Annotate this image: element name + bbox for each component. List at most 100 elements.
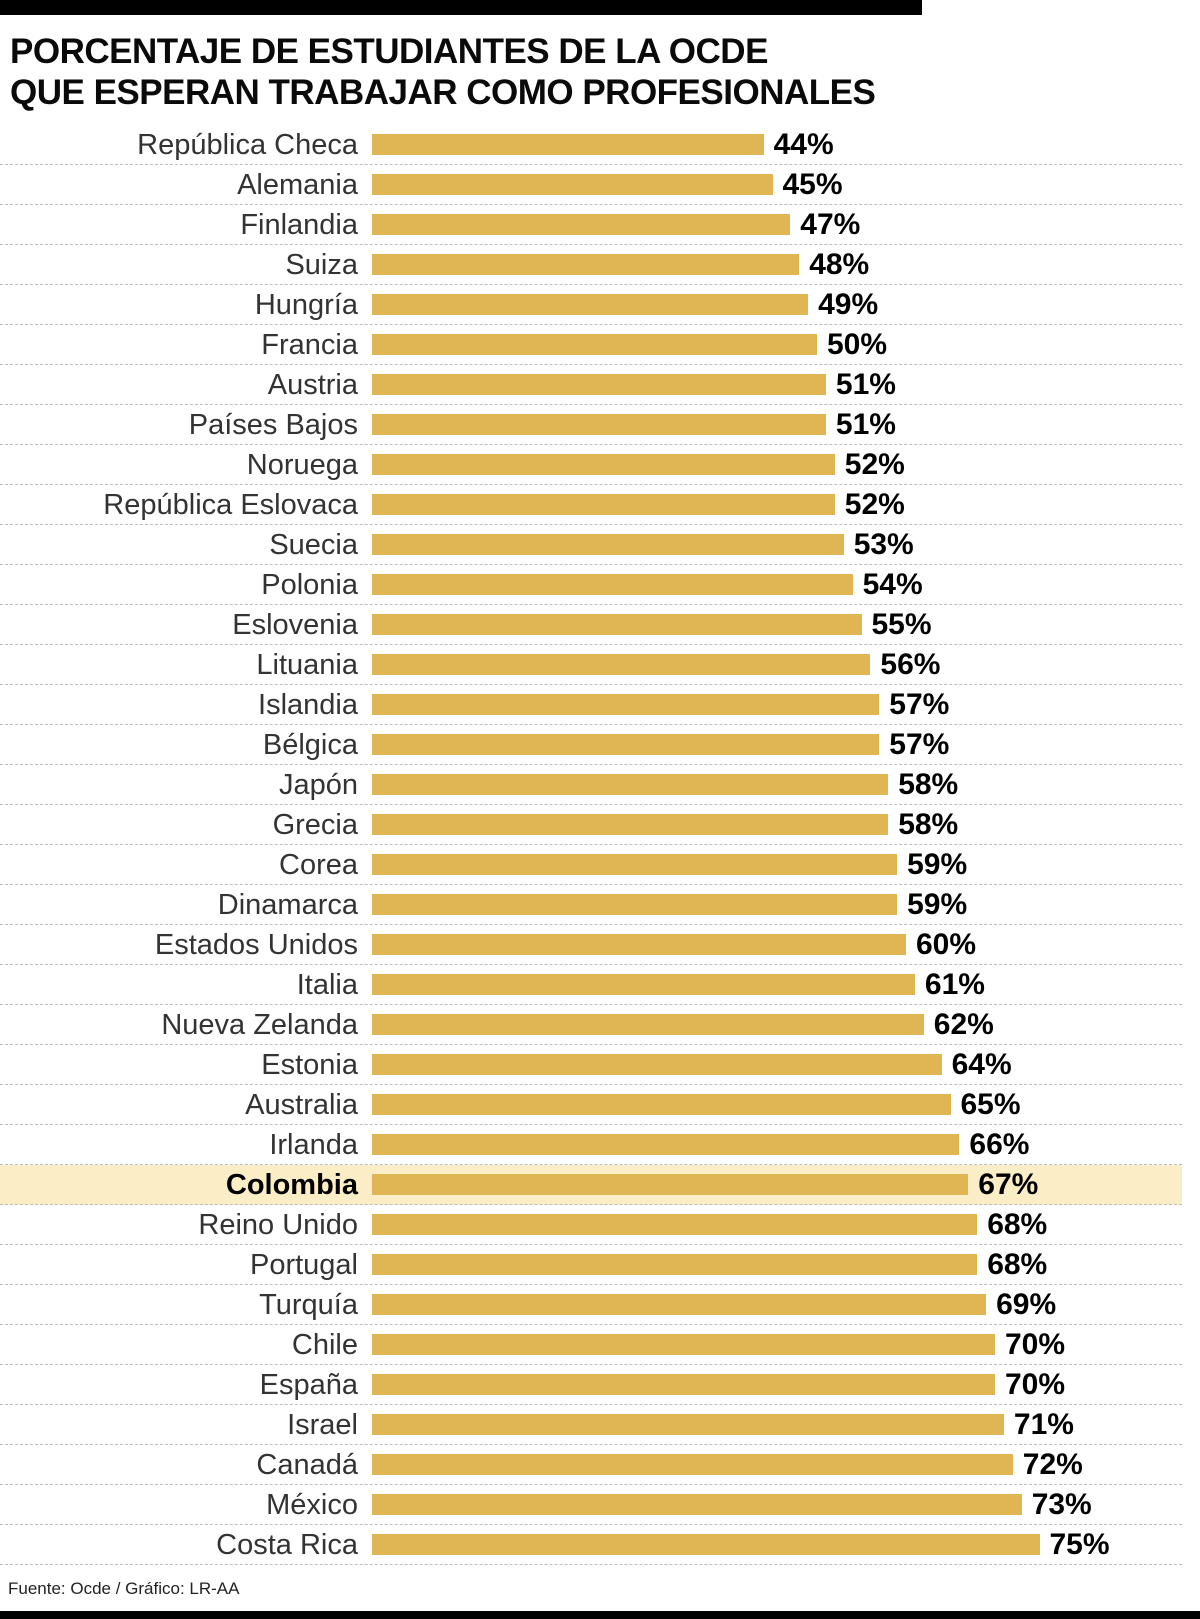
country-label: Finlandia — [240, 208, 358, 241]
value-label: 66% — [969, 1127, 1030, 1161]
bottom-black-bar — [0, 1611, 1200, 1619]
country-label: Colombia — [225, 1168, 358, 1201]
bar-area: 49% — [372, 288, 1182, 322]
country-label: Bélgica — [262, 728, 358, 761]
value-label: 69% — [996, 1287, 1057, 1321]
value-label: 65% — [960, 1087, 1021, 1121]
chart-row: Colombia 67% — [0, 1165, 1182, 1205]
country-label: Lituania — [256, 648, 358, 681]
value-label: 75% — [1049, 1527, 1110, 1561]
bar-area: 44% — [372, 128, 1182, 162]
chart-row: República Checa 44% — [0, 125, 1182, 165]
bar-area: 52% — [372, 488, 1182, 522]
bar — [372, 974, 915, 995]
bar — [372, 934, 906, 955]
country-label: Estados Unidos — [154, 928, 358, 961]
chart-row: Hungría 49% — [0, 285, 1182, 325]
country-label: México — [266, 1488, 358, 1521]
chart-row: Eslovenia 55% — [0, 605, 1182, 645]
chart-row: Turquía 69% — [0, 1285, 1182, 1325]
country-label: Australia — [245, 1088, 358, 1121]
bar — [372, 694, 880, 715]
chart-row: Noruega 52% — [0, 445, 1182, 485]
bar-area: 51% — [372, 408, 1182, 442]
chart-row: Lituania 56% — [0, 645, 1182, 685]
bar-area: 66% — [372, 1128, 1182, 1162]
value-label: 59% — [907, 887, 968, 921]
chart-row: Grecia 58% — [0, 805, 1182, 845]
bar-area: 75% — [372, 1528, 1182, 1562]
value-label: 72% — [1022, 1447, 1083, 1481]
value-label: 48% — [809, 247, 870, 281]
country-label: Francia — [261, 328, 358, 361]
bar — [372, 174, 773, 195]
country-label: Países Bajos — [188, 408, 358, 441]
value-label: 56% — [880, 647, 941, 681]
value-label: 57% — [889, 687, 950, 721]
value-label: 54% — [862, 567, 923, 601]
value-label: 70% — [1005, 1327, 1066, 1361]
bar — [372, 294, 809, 315]
chart-row: Polonia 54% — [0, 565, 1182, 605]
bar-area: 53% — [372, 528, 1182, 562]
country-label: Japón — [278, 768, 358, 801]
bar — [372, 774, 889, 795]
value-label: 67% — [978, 1167, 1039, 1201]
bar-area: 72% — [372, 1448, 1182, 1482]
bar-area: 69% — [372, 1288, 1182, 1322]
chart-row: Suiza 48% — [0, 245, 1182, 285]
bar — [372, 1494, 1022, 1515]
country-label: Canadá — [256, 1448, 358, 1481]
bar-area: 61% — [372, 968, 1182, 1002]
chart-row: Dinamarca 59% — [0, 885, 1182, 925]
country-label: Suiza — [285, 248, 358, 281]
bar-area: 56% — [372, 648, 1182, 682]
bar — [372, 1334, 995, 1355]
bar — [372, 1054, 942, 1075]
bar-area: 58% — [372, 808, 1182, 842]
chart-row: Japón 58% — [0, 765, 1182, 805]
bar — [372, 1454, 1013, 1475]
bar-area: 62% — [372, 1008, 1182, 1042]
bar-area: 57% — [372, 688, 1182, 722]
bar-area: 60% — [372, 928, 1182, 962]
chart-row: Israel 71% — [0, 1405, 1182, 1445]
chart-row: Estonia 64% — [0, 1045, 1182, 1085]
bar — [372, 134, 764, 155]
chart-row: Francia 50% — [0, 325, 1182, 365]
bar-area: 45% — [372, 168, 1182, 202]
chart-row: Canadá 72% — [0, 1445, 1182, 1485]
bar-area: 71% — [372, 1408, 1182, 1442]
chart-row: Portugal 68% — [0, 1245, 1182, 1285]
bar-area: 59% — [372, 888, 1182, 922]
chart-row: Reino Unido 68% — [0, 1205, 1182, 1245]
country-label: Islandia — [258, 688, 358, 721]
bar-area: 51% — [372, 368, 1182, 402]
value-label: 52% — [844, 487, 905, 521]
bar-area: 48% — [372, 248, 1182, 282]
bar-area: 73% — [372, 1488, 1182, 1522]
chart-row: Alemania 45% — [0, 165, 1182, 205]
bar — [372, 454, 835, 475]
country-label: Irlanda — [269, 1128, 358, 1161]
chart-row: Países Bajos 51% — [0, 405, 1182, 445]
value-label: 71% — [1013, 1407, 1074, 1441]
bar — [372, 534, 844, 555]
value-label: 57% — [889, 727, 950, 761]
bar — [372, 1254, 978, 1275]
bar-area: 59% — [372, 848, 1182, 882]
footer-source: Fuente: Ocde / Gráfico: LR-AA — [8, 1579, 240, 1598]
value-label: 61% — [924, 967, 985, 1001]
bar — [372, 374, 826, 395]
chart-row: Italia 61% — [0, 965, 1182, 1005]
bar-area: 70% — [372, 1328, 1182, 1362]
country-label: España — [259, 1368, 358, 1401]
bar — [372, 574, 853, 595]
chart-row: República Eslovaca 52% — [0, 485, 1182, 525]
bar-area: 58% — [372, 768, 1182, 802]
bar — [372, 1094, 951, 1115]
bar — [372, 214, 791, 235]
chart-row: Bélgica 57% — [0, 725, 1182, 765]
chart-row: Australia 65% — [0, 1085, 1182, 1125]
page-title: PORCENTAJE DE ESTUDIANTES DE LA OCDE QUE… — [10, 31, 1200, 113]
